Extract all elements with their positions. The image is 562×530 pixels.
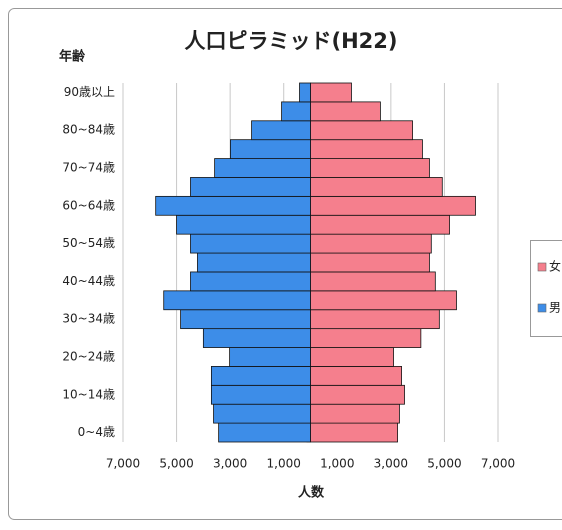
bar <box>177 215 311 234</box>
x-tick-label: 1,000 <box>267 457 301 471</box>
bar <box>311 404 400 423</box>
bar <box>252 121 311 140</box>
y-tick-label: 70~74歳 <box>62 161 115 175</box>
bar <box>311 291 457 310</box>
bar <box>311 83 352 102</box>
legend-swatch <box>538 263 546 271</box>
legend-label: 男 <box>549 301 561 315</box>
bar <box>311 310 440 329</box>
x-tick-label: 7,000 <box>106 457 140 471</box>
bar <box>311 196 476 215</box>
bar <box>211 366 310 385</box>
x-tick-label: 5,000 <box>427 457 461 471</box>
bar <box>181 310 311 329</box>
bar <box>191 272 311 291</box>
y-tick-label: 20~24歳 <box>62 349 115 363</box>
bar <box>311 177 443 196</box>
bar <box>191 177 311 196</box>
legend-swatch <box>538 304 546 312</box>
y-tick-label: 10~14歳 <box>62 387 115 401</box>
bar <box>311 159 430 178</box>
bar <box>219 423 311 442</box>
bar <box>311 253 430 272</box>
bar <box>311 385 405 404</box>
bar <box>311 272 436 291</box>
x-tick-label: 3,000 <box>374 457 408 471</box>
x-tick-label: 1,000 <box>320 457 354 471</box>
bar <box>164 291 311 310</box>
bar <box>311 121 413 140</box>
bar <box>311 423 398 442</box>
bar <box>203 329 310 348</box>
legend-label: 女 <box>549 259 561 274</box>
y-tick-label: 90歳以上 <box>64 85 115 99</box>
y-tick-label: 30~34歳 <box>62 312 115 326</box>
bar <box>311 329 421 348</box>
y-tick-label: 0~4歳 <box>78 425 115 439</box>
bar <box>282 102 311 121</box>
y-tick-label: 80~84歳 <box>62 123 115 137</box>
bar <box>214 404 311 423</box>
y-tick-label: 50~54歳 <box>62 236 115 250</box>
y-axis-title: 年齢 <box>59 49 86 65</box>
bar <box>156 196 311 215</box>
y-tick-label: 60~64歳 <box>62 198 115 212</box>
x-tick-label: 5,000 <box>159 457 193 471</box>
bar <box>230 140 310 159</box>
x-axis-title: 人数 <box>298 485 325 501</box>
bar <box>311 348 394 367</box>
bar <box>311 102 381 121</box>
bar <box>311 215 450 234</box>
chart-title: 人口ピラミッド(H22) <box>185 29 398 53</box>
bar <box>300 83 311 102</box>
x-tick-label: 3,000 <box>213 457 247 471</box>
bar <box>311 234 432 253</box>
y-tick-label: 40~44歳 <box>62 274 115 288</box>
bar <box>197 253 310 272</box>
bar <box>230 348 311 367</box>
bar <box>211 385 310 404</box>
legend-box <box>531 241 562 337</box>
bar <box>215 159 311 178</box>
bar <box>311 140 423 159</box>
x-tick-label: 7,000 <box>481 457 515 471</box>
bar <box>311 366 402 385</box>
bar <box>191 234 311 253</box>
